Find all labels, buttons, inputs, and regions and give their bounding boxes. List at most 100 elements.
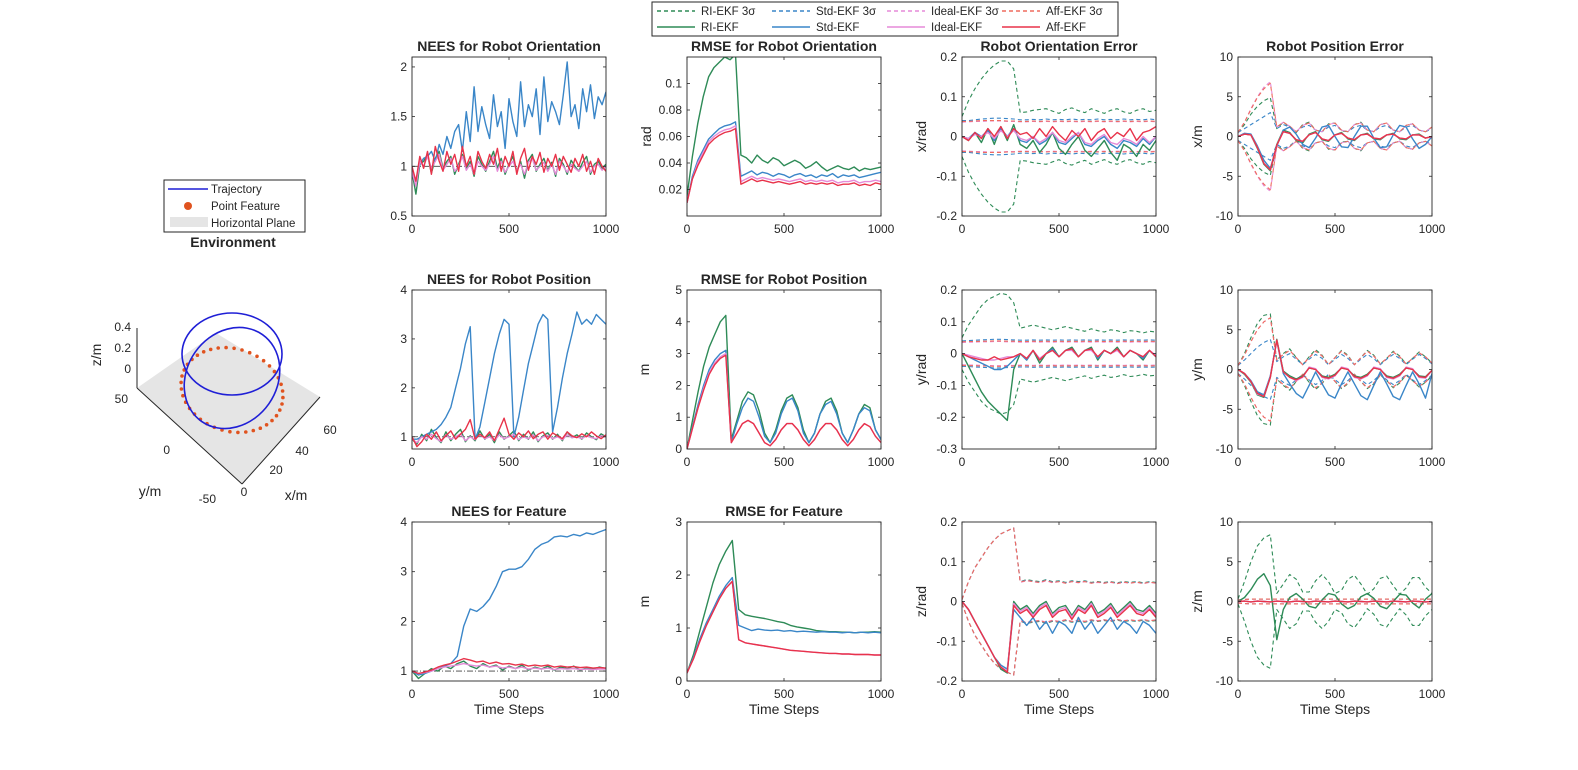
point-feature	[208, 347, 213, 352]
y-axis-label: y/m	[139, 483, 162, 499]
plot-area	[687, 290, 881, 449]
series-aff-ekf-3sigma	[962, 527, 1156, 600]
x-tick-label: 1000	[1143, 455, 1170, 469]
point-feature	[264, 423, 269, 427]
y-tick-label: 10	[1220, 50, 1234, 64]
series-group	[412, 528, 606, 680]
y-tick-label: 2	[675, 568, 682, 582]
series-aff-ekf	[962, 125, 1156, 142]
y-tick-label: 3	[675, 515, 682, 529]
y-tick-label: -0.1	[936, 378, 957, 392]
x-axis	[241, 396, 321, 485]
x-tick-3: 60	[323, 423, 337, 437]
legend-box	[651, 1, 1119, 37]
x-tick-label: 0	[684, 222, 691, 236]
series-group	[412, 311, 606, 448]
y-tick-label: -5	[1222, 169, 1233, 183]
point-feature	[180, 374, 184, 378]
legend-label-ideal-ekf-3sigma: Ideal-EKF 3σ	[931, 6, 999, 18]
y-tick-label: 0.2	[940, 50, 957, 64]
chart-title: RMSE for Feature	[725, 503, 843, 519]
y-tick-label: 0.2	[940, 283, 957, 297]
x-tick-label: 500	[774, 455, 794, 469]
x-tick-label: 500	[1049, 687, 1069, 701]
z-tick-2: 0	[124, 362, 131, 376]
chart-nees-pos: 0 500 1000 1 2 3 4 NEES for Robot Position	[400, 271, 619, 469]
point-feature	[201, 350, 206, 354]
chart-title: RMSE for Robot Position	[701, 271, 867, 287]
y-tick-label: 4	[400, 515, 407, 529]
chart-nees-feat: 0 500 1000 1 2 3 4 NEES for Feature Time Steps	[400, 503, 619, 717]
x-axis-label: Time Steps	[749, 701, 819, 717]
legend-label-std-ekf: Std-EKF	[816, 22, 859, 34]
legend-label-ri-ekf: RI-EKF	[701, 22, 739, 34]
x-tick-label: 1000	[868, 687, 895, 701]
y-tick-label: 5	[1226, 90, 1233, 104]
y-tick-label: 1	[400, 159, 407, 173]
series-aff-ekf	[962, 348, 1156, 361]
y-tick-label: 10	[1220, 515, 1234, 529]
chart-err-orient-z: 0 500 1000 -0.2 -0.1 0 0.1 0.2 Time Steps z/rad	[913, 515, 1170, 717]
series-std-ekf	[687, 349, 881, 449]
series-group	[687, 539, 881, 674]
y-tick-label: 0	[950, 130, 957, 144]
y-tick-label: 0.1	[940, 555, 957, 569]
chart-title: RMSE for Robot Orientation	[691, 38, 877, 54]
y-tick-0: 50	[115, 392, 129, 406]
point-feature	[216, 346, 220, 350]
point-feature	[240, 348, 244, 352]
y-tick-label: 4	[675, 315, 682, 329]
x-tick-label: 0	[959, 687, 966, 701]
plot-area	[1238, 290, 1432, 449]
y-tick-label: 1	[675, 621, 682, 635]
series-aff-ekf	[412, 417, 606, 448]
series-aff-ekf-3sigma-lower	[1238, 373, 1432, 422]
series-std-ekf-3sigma	[1238, 112, 1432, 133]
series-group	[962, 527, 1156, 676]
series-std-ekf	[412, 528, 606, 676]
x-tick-label: 0	[684, 455, 691, 469]
series-std-ekf	[687, 576, 881, 674]
series-group	[687, 57, 881, 203]
chart-rmse-orient: 0 500 1000 0.02 0.04 0.06 0.08 0.1 RMSE for Robo…	[638, 38, 895, 236]
point-feature	[280, 402, 284, 406]
y-tick-label: 2	[400, 614, 407, 628]
point-feature	[255, 354, 259, 359]
x-tick-label: 1000	[593, 455, 620, 469]
series-std-ekf-3sigma	[962, 338, 1156, 342]
series-ideal-ekf	[412, 662, 606, 675]
x-tick-label: 0	[684, 687, 691, 701]
y-tick-label: -0.2	[936, 674, 957, 688]
environment-plot: Trajectory Point Feature Horizontal Plan…	[88, 179, 337, 506]
y-tick-label: 3	[675, 347, 682, 361]
x-tick-label: 500	[499, 455, 519, 469]
y-axis-label: m	[636, 364, 652, 376]
point-feature	[251, 428, 256, 433]
series-group	[962, 60, 1156, 213]
point-feature	[261, 358, 266, 363]
point-feature	[247, 350, 252, 355]
point-feature	[244, 430, 248, 434]
y-tick-label: 0	[1226, 130, 1233, 144]
y-tick-label: -10	[1216, 674, 1234, 688]
x-tick-label: 1000	[868, 455, 895, 469]
x-tick-label: 0	[1235, 455, 1242, 469]
y-tick-label: 4	[400, 283, 407, 297]
x-tick-label: 500	[499, 687, 519, 701]
y-axis-label: z/m	[1189, 590, 1205, 613]
x-tick-label: 500	[1325, 455, 1345, 469]
z-tick-1: 0.2	[114, 341, 131, 355]
point-feature	[281, 395, 285, 400]
point-feature	[274, 413, 279, 418]
point-feature	[272, 369, 277, 374]
x-tick-1: 20	[269, 463, 283, 477]
legend-label-std-ekf-3sigma: Std-EKF 3σ	[816, 6, 876, 18]
y-axis-label: y/rad	[913, 354, 929, 385]
series-ri-ekf-3sigma-lower	[962, 369, 1156, 415]
horizontal-plane	[137, 333, 320, 484]
point-feature	[279, 382, 283, 387]
environment-legend-plane: Horizontal Plane	[211, 218, 295, 230]
series-group	[412, 61, 606, 195]
y-tick-label: 0.2	[940, 515, 957, 529]
